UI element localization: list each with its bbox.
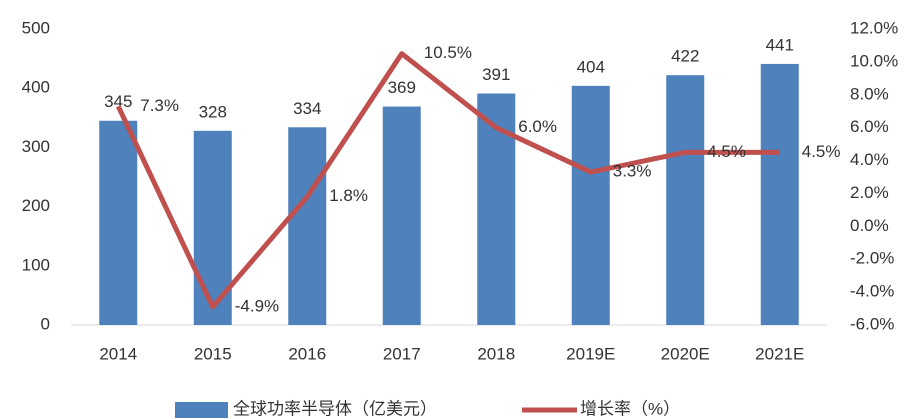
line-label: 6.0% — [518, 117, 557, 136]
bar-label: 328 — [199, 102, 227, 121]
legend-label: 全球功率半导体（亿美元） — [233, 399, 437, 418]
bar-label: 404 — [577, 57, 605, 76]
x-tick-label: 2018 — [477, 344, 515, 363]
y2-tick-label: 2.0% — [850, 183, 889, 202]
y2-tick-label: 6.0% — [850, 117, 889, 136]
y2-tick-label: -2.0% — [850, 249, 894, 268]
line-label: 4.5% — [707, 142, 746, 161]
bar — [760, 63, 799, 325]
bar — [193, 130, 232, 325]
x-tick-label: 2014 — [99, 344, 137, 363]
line-label: 4.5% — [802, 142, 841, 161]
y2-tick-label: 8.0% — [850, 84, 889, 103]
y2-tick-label: -6.0% — [850, 314, 894, 333]
bar — [288, 127, 327, 325]
x-tick-label: 2019E — [566, 344, 615, 363]
y2-tick-label: 0.0% — [850, 216, 889, 235]
y-tick-label: 0 — [41, 314, 50, 333]
x-tick-label: 2021E — [755, 344, 804, 363]
bar-label: 334 — [293, 99, 321, 118]
y-tick-label: 500 — [22, 18, 50, 37]
bar-label: 441 — [766, 35, 794, 54]
y-tick-label: 100 — [22, 255, 50, 274]
bar-label: 422 — [671, 47, 699, 66]
line-label: 10.5% — [424, 43, 472, 62]
line-label: 1.8% — [329, 186, 368, 205]
line-label: 3.3% — [613, 162, 652, 181]
bar-label: 391 — [482, 65, 510, 84]
y2-tick-label: 12.0% — [850, 18, 898, 37]
line — [115, 51, 780, 310]
line-label: -4.9% — [235, 296, 279, 315]
bar-label: 345 — [104, 92, 132, 111]
x-tick-label: 2020E — [661, 344, 710, 363]
x-tick-label: 2017 — [383, 344, 421, 363]
bar — [571, 85, 610, 325]
y2-tick-label: -4.0% — [850, 282, 894, 301]
line-label: 7.3% — [140, 96, 179, 115]
legend-label: 增长率（%） — [580, 399, 680, 418]
y2-tick-label: 10.0% — [850, 51, 898, 70]
x-tick-label: 2015 — [194, 344, 232, 363]
y-tick-label: 200 — [22, 196, 50, 215]
legend-swatch — [175, 402, 228, 418]
bar — [666, 75, 705, 326]
bar — [99, 120, 138, 325]
bar-label: 369 — [388, 78, 416, 97]
y2-tick-label: 4.0% — [850, 150, 889, 169]
bar — [382, 106, 421, 325]
y-tick-label: 300 — [22, 137, 50, 156]
x-tick-label: 2016 — [288, 344, 326, 363]
y-tick-label: 400 — [22, 78, 50, 97]
